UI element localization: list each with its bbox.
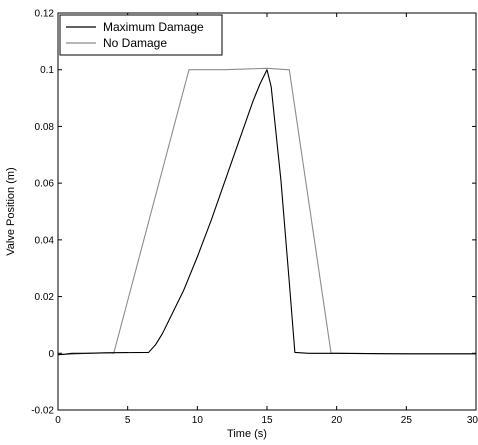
plot-frame [57,12,477,411]
series-layer [57,67,476,356]
y-tick-label: -0.02 [31,406,54,417]
series-line-no-damage [57,67,476,356]
y-tick-label: 0.06 [35,179,55,190]
y-tick-label: 0 [48,349,54,360]
legend-label-no-damage: No Damage [103,36,167,50]
y-tick-label: 0.08 [35,122,55,133]
x-axis-label: Time (s) [227,428,267,440]
y-tick-label: 0.12 [35,9,55,20]
series-line-maximum-damage [57,69,476,356]
y-tick-label: 0.02 [35,292,55,303]
y-axis-ticks: -0.02 0 0.02 0.04 0.06 0.08 0.1 0.12 [31,9,476,417]
x-tick-label: 0 [55,415,61,426]
legend-box [59,14,223,56]
x-tick-label: 5 [125,415,131,426]
legend-label-maximum-damage: Maximum Damage [103,20,204,34]
x-tick-label: 30 [467,415,478,426]
x-tick-label: 10 [192,415,204,426]
x-tick-label: 25 [401,415,413,426]
legend: Maximum Damage No Damage [59,14,223,56]
x-tick-label: 15 [261,415,273,426]
x-axis-ticks: 0 5 10 15 20 25 30 [55,13,478,426]
y-tick-label: 0.1 [40,65,54,76]
y-axis-label: Valve Position (m) [5,167,17,255]
y-tick-label: 0.04 [35,235,55,246]
x-tick-label: 20 [331,415,343,426]
